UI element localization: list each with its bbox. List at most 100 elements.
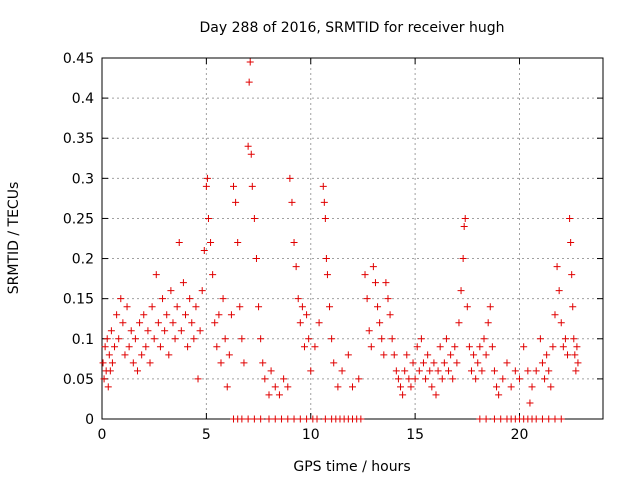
data-point — [161, 327, 169, 335]
data-point — [369, 263, 377, 271]
data-point — [428, 383, 436, 391]
data-point — [280, 375, 288, 383]
data-point — [573, 343, 581, 351]
data-point — [551, 415, 559, 423]
data-point — [186, 295, 194, 303]
data-point — [265, 415, 273, 423]
data-point — [321, 415, 329, 423]
data-point — [413, 343, 421, 351]
data-point — [173, 303, 181, 311]
data-point — [225, 351, 233, 359]
data-point — [182, 311, 189, 319]
data-point — [105, 351, 113, 359]
data-point — [99, 359, 107, 367]
data-point — [376, 319, 384, 327]
data-point — [111, 343, 119, 351]
data-point — [344, 351, 352, 359]
data-point — [334, 383, 342, 391]
data-point — [497, 415, 505, 423]
data-point — [382, 279, 390, 287]
data-point — [121, 351, 129, 359]
data-point — [436, 343, 444, 351]
data-point — [532, 367, 540, 375]
data-point — [547, 383, 555, 391]
data-point — [355, 375, 363, 383]
data-point — [290, 239, 298, 247]
data-point — [123, 303, 131, 311]
data-point — [288, 198, 296, 206]
data-point — [278, 415, 286, 423]
data-point — [236, 303, 244, 311]
data-point — [177, 327, 185, 335]
data-point — [478, 367, 486, 375]
data-point — [190, 335, 198, 343]
axis-ticks: 0 0.05 0.1 0.15 0.2 0.25 0.3 0.35 0.4 0.45 0 5 10 15 2… — [63, 51, 603, 443]
data-point — [219, 295, 227, 303]
data-point — [566, 214, 574, 222]
data-point — [571, 351, 579, 359]
data-point — [568, 271, 576, 279]
data-point — [457, 287, 465, 295]
data-point — [328, 335, 336, 343]
data-point — [259, 359, 267, 367]
data-point — [526, 399, 534, 407]
data-point — [200, 247, 208, 255]
data-point — [409, 359, 417, 367]
data-point — [378, 335, 386, 343]
data-point — [365, 327, 373, 335]
data-point — [520, 343, 528, 351]
y-tick-label: 0.25 — [63, 211, 94, 227]
data-point — [564, 351, 572, 359]
data-point — [572, 367, 580, 375]
data-point — [388, 335, 396, 343]
data-point — [179, 279, 187, 287]
data-point — [271, 415, 279, 423]
data-point — [474, 359, 482, 367]
data-point — [397, 383, 405, 391]
data-point — [101, 343, 109, 351]
data-point — [386, 311, 394, 319]
data-point — [567, 239, 575, 247]
data-point — [482, 415, 490, 423]
data-point — [204, 214, 212, 222]
data-point — [430, 359, 438, 367]
data-point — [196, 327, 204, 335]
data-point — [453, 359, 461, 367]
data-point — [300, 343, 308, 351]
data-point — [363, 295, 371, 303]
data-point — [303, 415, 311, 423]
data-point — [303, 311, 311, 319]
data-point — [460, 222, 468, 230]
data-point — [194, 375, 202, 383]
data-point — [380, 351, 388, 359]
x-axis-label: GPS time / hours — [293, 459, 410, 475]
data-point — [330, 359, 338, 367]
data-point — [569, 303, 577, 311]
data-point — [150, 335, 158, 343]
data-point — [167, 287, 175, 295]
data-point — [296, 319, 304, 327]
data-point — [106, 367, 114, 375]
data-point — [484, 319, 492, 327]
data-point — [127, 327, 135, 335]
data-point — [476, 415, 484, 423]
data-point — [261, 375, 269, 383]
y-tick-label: 0.35 — [63, 131, 94, 147]
data-point — [117, 295, 125, 303]
data-point — [292, 263, 300, 271]
data-point — [438, 375, 446, 383]
x-tick-label: 20 — [511, 427, 529, 443]
data-point — [315, 319, 323, 327]
data-points — [99, 58, 582, 423]
y-tick-label: 0.15 — [63, 292, 94, 308]
data-point — [524, 367, 532, 375]
data-point — [184, 343, 192, 351]
data-point — [415, 367, 423, 375]
data-point — [171, 335, 179, 343]
data-point — [323, 271, 331, 279]
chart-title: Day 288 of 2016, SRMTID for receiver hug… — [200, 20, 505, 36]
y-tick-label: 0.2 — [72, 252, 94, 268]
y-tick-label: 0.45 — [63, 51, 94, 67]
data-point — [461, 214, 469, 222]
